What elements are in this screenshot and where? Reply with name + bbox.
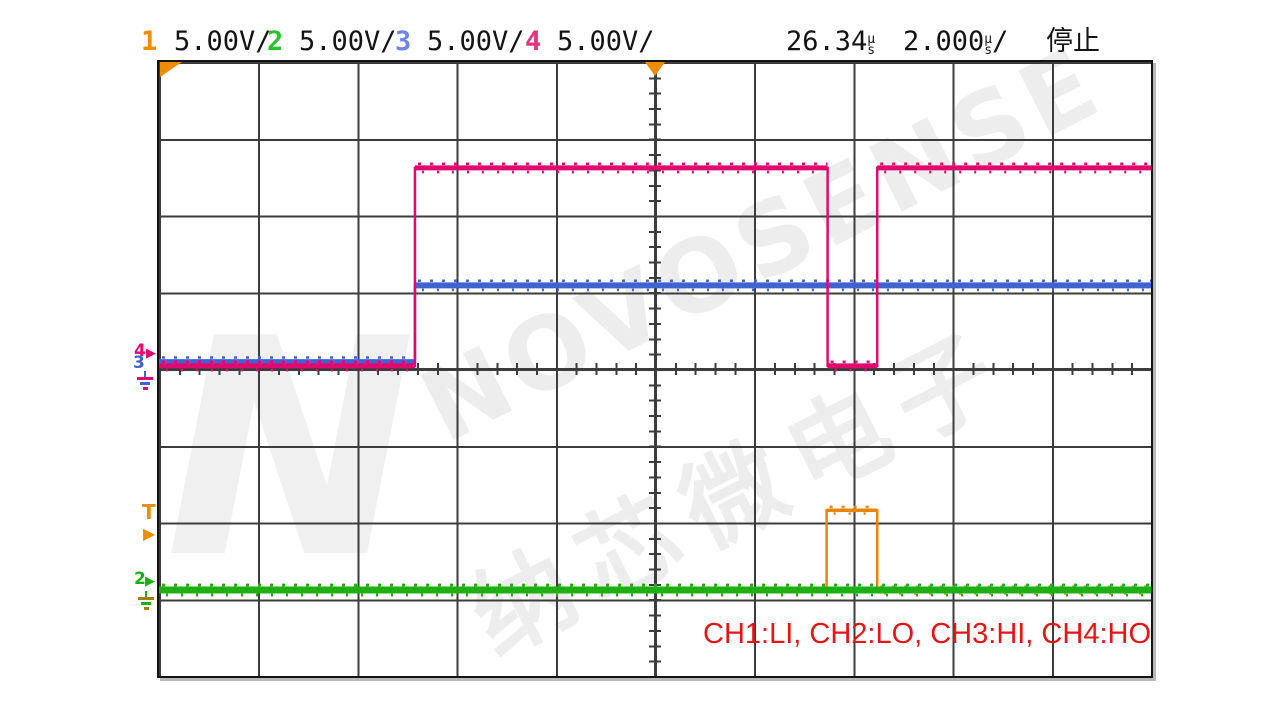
ch4-vertical-scale: 5.00V/: [557, 26, 655, 57]
delay-value: 26.34: [786, 26, 868, 57]
trigger-position-marker-icon: [645, 62, 665, 76]
ch1-number-badge: 1: [141, 26, 158, 57]
ch4-level-marker: 4: [134, 341, 146, 361]
ch3-ch4-ground-icon: [137, 371, 153, 390]
center-axis-horizontal: [159, 368, 1151, 370]
ch2-level-marker: 2: [134, 569, 146, 589]
ch2-vertical-scale: 5.00V/: [299, 26, 397, 57]
ch3-number-badge: 3: [395, 26, 412, 57]
ch3-vertical-scale: 5.00V/: [427, 26, 525, 57]
ch4-number-badge: 4: [525, 26, 542, 57]
waveforms-svg: [159, 162, 1151, 597]
timebase-value: 2.000: [903, 26, 985, 57]
timebase-slash: /: [992, 26, 1009, 57]
channel-mapping-annotation: CH1:LI, CH2:LO, CH3:HI, CH4:HO: [703, 618, 1151, 650]
ch1-vertical-scale: 5.00V/: [174, 26, 272, 57]
ch2-number-badge: 2: [267, 26, 284, 57]
delay-reference-flag-icon: [160, 62, 182, 77]
delay-readout: 26.34 µ s: [786, 27, 875, 57]
ch2-marker-arrow-icon: ▶: [145, 574, 155, 589]
trigger-level-label: T: [142, 500, 156, 524]
ch2-ground-icon: [138, 591, 154, 610]
timebase-readout: 2.000 µ s /: [903, 27, 1008, 57]
ch4-marker-arrow-icon: ▶: [146, 346, 156, 361]
trigger-level-arrow-icon: ▶: [143, 524, 156, 543]
run-state-stopped: 停止: [1046, 26, 1100, 57]
ch3-level-marker: 3: [133, 353, 145, 373]
scope-graticule: CH1:LI, CH2:LO, CH3:HI, CH4:HO: [157, 60, 1153, 678]
